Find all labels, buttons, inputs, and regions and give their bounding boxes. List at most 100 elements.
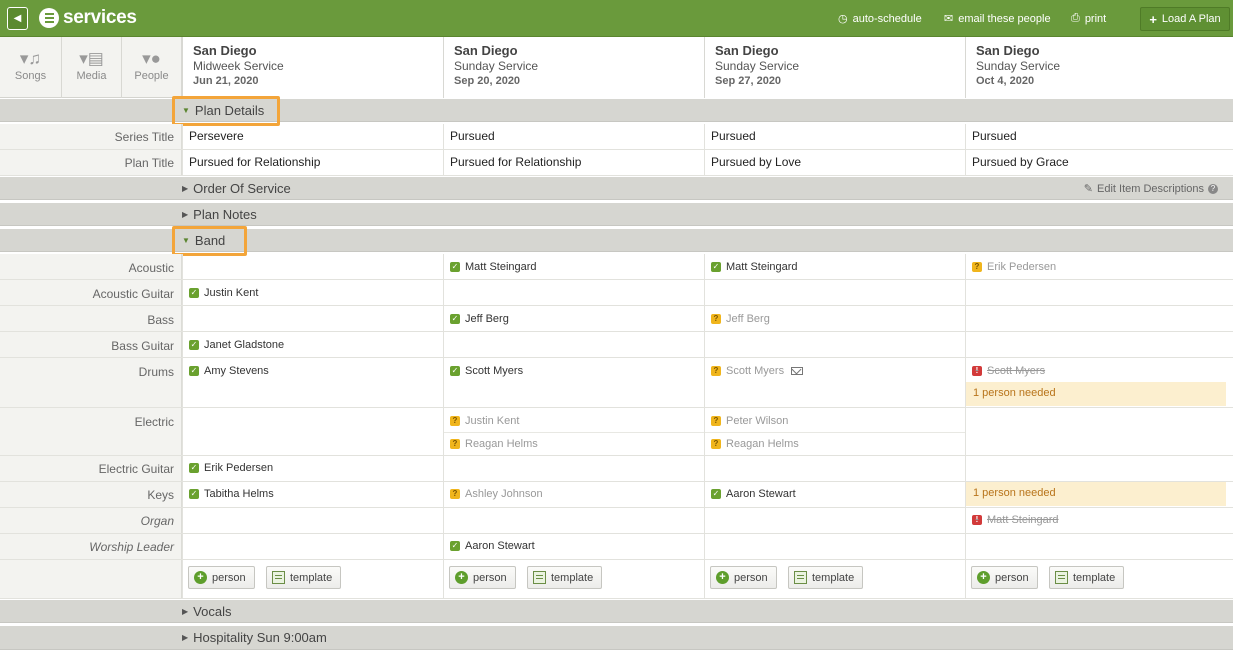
band-cell[interactable] bbox=[704, 508, 965, 533]
person-slot[interactable]: ! Matt Steingard bbox=[972, 509, 1059, 531]
section-toggle[interactable]: ▼ Plan Details bbox=[182, 103, 264, 118]
band-cell[interactable] bbox=[965, 408, 1226, 455]
series-title-cell[interactable]: Pursued bbox=[965, 124, 1226, 149]
band-cell[interactable]: ? Ashley Johnson bbox=[443, 482, 704, 507]
print-button[interactable]: ⎙ print bbox=[1071, 12, 1106, 25]
person-slot[interactable]: ✓ Tabitha Helms bbox=[189, 483, 274, 505]
person-slot[interactable]: ? Jeff Berg bbox=[711, 308, 770, 330]
person-slot[interactable]: ✓ Justin Kent bbox=[189, 282, 258, 304]
band-cell[interactable] bbox=[182, 306, 443, 331]
section-order-of-service[interactable]: ▶ Order Of Service ✎ Edit Item Descripti… bbox=[0, 176, 1233, 200]
series-title-cell[interactable]: Pursued bbox=[443, 124, 704, 149]
band-cell[interactable]: ? Scott Myers bbox=[704, 358, 965, 407]
add-template-button[interactable]: template bbox=[788, 566, 864, 589]
person-slot[interactable]: ? Peter Wilson bbox=[711, 410, 788, 432]
band-cell[interactable]: ✓ Matt Steingard bbox=[443, 254, 704, 279]
band-cell[interactable] bbox=[443, 280, 704, 305]
series-title-cell[interactable]: Persevere bbox=[182, 124, 443, 149]
band-cell[interactable]: ✓ Tabitha Helms bbox=[182, 482, 443, 507]
band-cell[interactable]: ✓ Scott Myers bbox=[443, 358, 704, 407]
series-title-cell[interactable]: Pursued bbox=[704, 124, 965, 149]
add-template-button[interactable]: template bbox=[266, 566, 342, 589]
section-vocals[interactable]: ▶ Vocals bbox=[0, 599, 1233, 623]
person-slot[interactable]: ✓ Janet Gladstone bbox=[189, 334, 284, 356]
band-cell[interactable]: ✓ Aaron Stewart bbox=[443, 534, 704, 559]
add-person-button[interactable]: + person bbox=[449, 566, 516, 589]
person-slot[interactable]: ✓ Aaron Stewart bbox=[450, 535, 535, 557]
plan-column-header[interactable]: San Diego Sunday Service Sep 27, 2020 bbox=[704, 37, 965, 98]
person-slot[interactable]: ✓ Aaron Stewart bbox=[711, 483, 796, 505]
person-slot[interactable]: ✓ Scott Myers bbox=[450, 360, 523, 382]
band-cell[interactable] bbox=[182, 508, 443, 533]
add-template-button[interactable]: template bbox=[527, 566, 603, 589]
band-cell[interactable] bbox=[965, 280, 1226, 305]
band-cell[interactable]: ! Scott Myers 1 person needed bbox=[965, 358, 1226, 407]
band-cell[interactable]: ✓ Janet Gladstone bbox=[182, 332, 443, 357]
band-cell[interactable]: 1 person needed bbox=[965, 482, 1226, 507]
person-slot[interactable]: ✓ Amy Stevens bbox=[189, 360, 269, 382]
band-cell[interactable]: ? Erik Pedersen bbox=[965, 254, 1226, 279]
edit-item-descriptions-button[interactable]: ✎ Edit Item Descriptions ? bbox=[1084, 182, 1218, 195]
plan-column-header[interactable]: San Diego Midweek Service Jun 21, 2020 bbox=[182, 37, 443, 98]
section-toggle[interactable]: ▶ Vocals bbox=[182, 604, 231, 619]
person-slot[interactable]: ✓ Erik Pedersen bbox=[189, 457, 273, 479]
band-cell[interactable] bbox=[965, 306, 1226, 331]
section-hospitality[interactable]: ▶ Hospitality Sun 9:00am bbox=[0, 625, 1233, 650]
auto-schedule-button[interactable]: ◷ auto-schedule bbox=[838, 12, 922, 26]
band-cell[interactable] bbox=[443, 508, 704, 533]
add-person-button[interactable]: + person bbox=[710, 566, 777, 589]
band-cell[interactable]: ✓ Amy Stevens bbox=[182, 358, 443, 407]
band-cell[interactable] bbox=[443, 332, 704, 357]
section-plan-details[interactable]: ▼ Plan Details bbox=[0, 98, 1233, 122]
band-cell[interactable] bbox=[182, 408, 443, 455]
band-cell[interactable] bbox=[965, 456, 1226, 481]
person-slot[interactable]: ✓ Matt Steingard bbox=[711, 256, 798, 278]
person-slot[interactable]: ? Justin Kent bbox=[450, 410, 519, 432]
section-toggle[interactable]: ▼ Band bbox=[182, 233, 225, 248]
band-cell[interactable]: ✓ Matt Steingard bbox=[704, 254, 965, 279]
person-slot[interactable]: ! Scott Myers bbox=[972, 360, 1045, 382]
section-band[interactable]: ▼ Band bbox=[0, 228, 1233, 252]
band-cell[interactable] bbox=[182, 254, 443, 279]
band-cell[interactable]: ✓ Aaron Stewart bbox=[704, 482, 965, 507]
add-template-button[interactable]: template bbox=[1049, 566, 1125, 589]
person-slot[interactable]: ? Ashley Johnson bbox=[450, 483, 543, 505]
person-slot[interactable]: ✓ Jeff Berg bbox=[450, 308, 509, 330]
email-people-button[interactable]: ✉ email these people bbox=[944, 12, 1051, 26]
band-cell[interactable]: ? Justin Kent ? Reagan Helms bbox=[443, 408, 704, 455]
section-plan-notes[interactable]: ▶ Plan Notes bbox=[0, 202, 1233, 226]
band-cell[interactable] bbox=[704, 456, 965, 481]
load-plan-button[interactable]: + Load A Plan bbox=[1140, 7, 1230, 31]
plan-column-header[interactable]: San Diego Sunday Service Sep 20, 2020 bbox=[443, 37, 704, 98]
back-button[interactable]: ◀ bbox=[7, 7, 28, 30]
plan-title-cell[interactable]: Pursued by Love bbox=[704, 150, 965, 175]
media-tool[interactable]: ▾▤ Media bbox=[62, 37, 122, 98]
plan-title-cell[interactable]: Pursued for Relationship bbox=[443, 150, 704, 175]
band-cell[interactable]: ! Matt Steingard bbox=[965, 508, 1226, 533]
people-tool[interactable]: ▾● People bbox=[122, 37, 182, 98]
add-person-button[interactable]: + person bbox=[971, 566, 1038, 589]
band-cell[interactable]: ? Jeff Berg bbox=[704, 306, 965, 331]
section-toggle[interactable]: ▶ Order Of Service bbox=[182, 181, 291, 196]
band-cell[interactable] bbox=[704, 280, 965, 305]
band-cell[interactable] bbox=[704, 534, 965, 559]
person-slot[interactable]: ? Scott Myers bbox=[711, 360, 804, 382]
band-cell[interactable]: ✓ Justin Kent bbox=[182, 280, 443, 305]
band-cell[interactable] bbox=[182, 534, 443, 559]
person-slot[interactable]: ? Erik Pedersen bbox=[972, 256, 1056, 278]
plan-title-cell[interactable]: Pursued for Relationship bbox=[182, 150, 443, 175]
songs-tool[interactable]: ▾♫ Songs bbox=[0, 37, 62, 98]
band-cell[interactable] bbox=[965, 332, 1226, 357]
band-cell[interactable]: ✓ Erik Pedersen bbox=[182, 456, 443, 481]
person-slot[interactable]: ? Reagan Helms bbox=[450, 433, 538, 455]
plan-column-header[interactable]: San Diego Sunday Service Oct 4, 2020 bbox=[965, 37, 1233, 98]
person-slot[interactable]: ? Reagan Helms bbox=[711, 433, 799, 455]
help-icon[interactable]: ? bbox=[1208, 183, 1218, 194]
plan-title-cell[interactable]: Pursued by Grace bbox=[965, 150, 1226, 175]
add-person-button[interactable]: + person bbox=[188, 566, 255, 589]
band-cell[interactable]: ✓ Jeff Berg bbox=[443, 306, 704, 331]
band-cell[interactable]: ? Peter Wilson ? Reagan Helms bbox=[704, 408, 965, 455]
app-logo[interactable]: services bbox=[39, 8, 137, 28]
section-toggle[interactable]: ▶ Hospitality Sun 9:00am bbox=[182, 630, 327, 645]
band-cell[interactable] bbox=[443, 456, 704, 481]
